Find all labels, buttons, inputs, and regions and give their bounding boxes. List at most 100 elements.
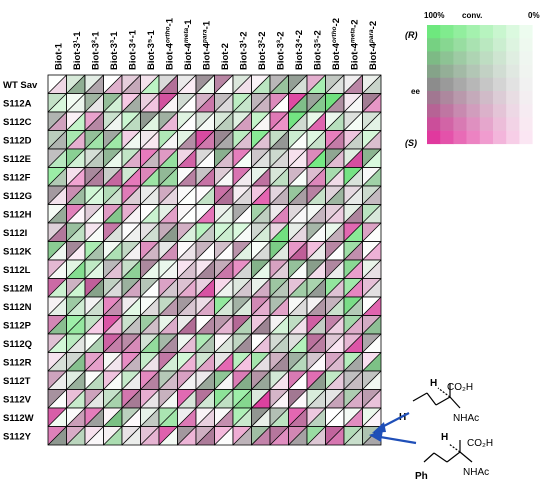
cell-diagonal [47, 296, 67, 316]
cell-diagonal [140, 148, 160, 168]
cell-diagonal [121, 204, 141, 224]
heatmap-cell [362, 241, 382, 261]
cell-diagonal [325, 407, 345, 427]
cell-diagonal [343, 130, 363, 150]
cell-diagonal [140, 222, 160, 242]
legend-swatch [466, 104, 481, 118]
heatmap-cell [288, 74, 308, 94]
cell-diagonal [121, 296, 141, 316]
cell-diagonal [232, 259, 252, 279]
cell-diagonal [121, 426, 141, 446]
legend-swatch [427, 25, 441, 39]
heatmap-cell [47, 167, 67, 187]
cell-diagonal [140, 389, 160, 409]
cell-diagonal [325, 185, 345, 205]
heatmap-cell [66, 296, 86, 316]
legend-swatch [519, 64, 533, 79]
legend-swatch [493, 77, 507, 92]
heatmap-cell [66, 241, 86, 261]
cell-diagonal [66, 352, 86, 372]
legend-swatch [493, 117, 507, 131]
cell-diagonal [177, 278, 197, 298]
cell-diagonal [251, 389, 271, 409]
legend-swatch [427, 51, 441, 65]
heatmap-cell [251, 222, 271, 242]
cell-diagonal [269, 370, 289, 390]
row-headers: WT Sav S112A S112C S112D S112E S112F S112G S112… [3, 80, 38, 443]
cell-diagonal [84, 352, 104, 372]
cell-diagonal [232, 130, 252, 150]
legend-swatch [479, 51, 494, 65]
legend-axis-r: (R) [405, 30, 418, 40]
heatmap-cell [232, 407, 252, 427]
cell-diagonal [269, 389, 289, 409]
cell-diagonal [306, 278, 326, 298]
cell-diagonal [269, 241, 289, 261]
heatmap-cell [325, 93, 345, 113]
heatmap-cell [269, 222, 289, 242]
legend-swatch [506, 25, 520, 39]
heatmap-cell [103, 204, 123, 224]
cell-diagonal [177, 333, 197, 353]
heatmap-cell [269, 352, 289, 372]
heatmap-cell [232, 370, 252, 390]
cell-diagonal [288, 407, 308, 427]
cell-diagonal [103, 426, 123, 446]
structure-lower: H Ph CO₂H NHAc [415, 432, 493, 482]
cell-diagonal [158, 296, 178, 316]
cell-diagonal [103, 204, 123, 224]
legend-swatch [506, 91, 520, 105]
heatmap-cell [288, 259, 308, 279]
column-header: Biot-4para-1 [201, 20, 212, 70]
cell-diagonal [84, 259, 104, 279]
cell-diagonal [214, 204, 234, 224]
heatmap-cell [66, 74, 86, 94]
heatmap-cell [66, 426, 86, 446]
legend-swatch [453, 117, 467, 131]
column-header: Biot-3²-2 [257, 31, 268, 70]
legend-swatch [532, 130, 547, 145]
row-header: S112A [3, 98, 32, 109]
heatmap-cell [251, 426, 271, 446]
legend-swatch [479, 104, 494, 118]
heatmap-cell [269, 93, 289, 113]
heatmap-cell [343, 74, 363, 94]
cell-diagonal [232, 74, 252, 94]
cell-diagonal [103, 74, 123, 94]
cell-diagonal [362, 296, 382, 316]
cell-diagonal [121, 241, 141, 261]
cell-diagonal [343, 407, 363, 427]
heatmap-cell [158, 389, 178, 409]
column-header: Biot-3⁵-1 [146, 29, 157, 70]
heatmap-cell [103, 167, 123, 187]
cell-diagonal [362, 111, 382, 131]
heatmap-cell [195, 74, 215, 94]
heatmap-cell [140, 296, 160, 316]
heatmap-cell [269, 130, 289, 150]
heatmap-cell [306, 296, 326, 316]
legend-swatch [479, 77, 494, 92]
heatmap-cell [362, 111, 382, 131]
cell-diagonal [325, 130, 345, 150]
cell-diagonal [66, 333, 86, 353]
cell-diagonal [251, 204, 271, 224]
cell-diagonal [158, 389, 178, 409]
heatmap-cell [306, 241, 326, 261]
cell-diagonal [214, 148, 234, 168]
heatmap-cell [362, 185, 382, 205]
heatmap-cell [251, 370, 271, 390]
heatmap-cell [269, 296, 289, 316]
heatmap-cell [232, 148, 252, 168]
heatmap-cell [362, 148, 382, 168]
cell-diagonal [214, 93, 234, 113]
cell-diagonal [47, 407, 67, 427]
legend-swatch [427, 77, 441, 92]
heatmap-cell [362, 333, 382, 353]
heatmap-cell [362, 167, 382, 187]
cell-diagonal [103, 185, 123, 205]
heatmap-cell [232, 74, 252, 94]
cell-diagonal [343, 148, 363, 168]
cell-diagonal [121, 148, 141, 168]
cell-diagonal [140, 167, 160, 187]
heatmap-cell [195, 296, 215, 316]
